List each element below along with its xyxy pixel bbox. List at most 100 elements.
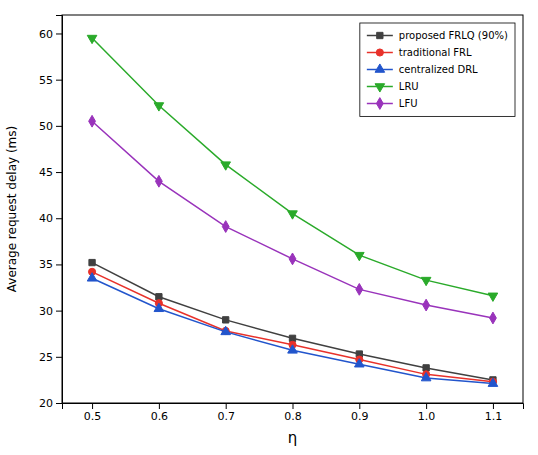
- tick-mark: [426, 403, 427, 409]
- tick: 25: [39, 351, 62, 364]
- marker: [222, 221, 229, 233]
- tick-label: 30: [39, 305, 53, 318]
- legend-label: LFU: [399, 98, 418, 109]
- tick-mark: [56, 357, 62, 358]
- tick-mark: [56, 311, 62, 312]
- tick-label: 0.7: [217, 410, 235, 423]
- plot: 0.50.60.70.80.91.01.1202530354045505560p…: [39, 15, 524, 423]
- marker: [155, 175, 162, 187]
- y-axis: 202530354045505560: [39, 16, 63, 411]
- marker: [288, 211, 298, 219]
- legend-label: centralized DRL: [399, 64, 478, 75]
- series: [88, 268, 496, 385]
- marker: [355, 252, 365, 260]
- marker: [288, 345, 298, 353]
- tick-label: 20: [39, 397, 53, 410]
- x-axis-title: η: [288, 429, 298, 447]
- tick-mark: [159, 403, 160, 409]
- legend-item: traditional FRL: [367, 47, 472, 58]
- marker: [356, 283, 363, 295]
- marker: [289, 335, 295, 341]
- tick: 0.8: [284, 403, 302, 423]
- tick-mark: [56, 218, 62, 219]
- marker: [154, 303, 164, 311]
- tick: 60: [39, 27, 62, 40]
- tick-label: 0.6: [151, 410, 169, 423]
- tick-mark: [493, 403, 494, 409]
- tick-mark: [56, 33, 62, 34]
- tick-label: 60: [39, 27, 53, 40]
- series: [87, 273, 497, 387]
- tick: 20: [39, 397, 62, 410]
- tick-label: 40: [39, 212, 53, 225]
- tick-label: 1.0: [418, 410, 436, 423]
- tick-label: 35: [39, 258, 53, 271]
- marker: [355, 359, 365, 367]
- tick-label: 1.1: [485, 410, 503, 423]
- line: [92, 121, 493, 318]
- tick-label: 0.8: [284, 410, 302, 423]
- legend-label: proposed FRLQ (90%): [399, 30, 508, 41]
- legend-box: [360, 23, 515, 116]
- tick-mark: [56, 403, 62, 404]
- tick: 0.9: [351, 403, 369, 423]
- legend-item: centralized DRL: [367, 64, 478, 75]
- line: [92, 278, 493, 383]
- legend-label: traditional FRL: [399, 47, 472, 58]
- tick-label: 25: [39, 351, 53, 364]
- legend-marker: [375, 64, 385, 72]
- marker: [221, 162, 231, 170]
- legend-marker: [375, 84, 385, 92]
- marker: [89, 115, 96, 127]
- tick-mark: [56, 80, 62, 81]
- tick-label: 50: [39, 120, 53, 133]
- marker: [289, 253, 296, 265]
- marker: [421, 373, 431, 381]
- legend: proposed FRLQ (90%) traditional FRL centra…: [360, 23, 515, 116]
- legend-marker: [376, 98, 383, 110]
- tick: 1.0: [418, 403, 436, 423]
- marker: [87, 273, 97, 281]
- marker: [154, 103, 164, 111]
- marker: [488, 378, 498, 386]
- tick-mark: [92, 403, 93, 409]
- tick: 0.7: [217, 403, 235, 423]
- marker: [221, 326, 231, 334]
- tick: 30: [39, 305, 62, 318]
- tick: 45: [39, 166, 62, 179]
- marker: [423, 299, 430, 311]
- tick-mark: [359, 403, 360, 409]
- legend-item: LRU: [367, 81, 419, 92]
- tick-mark: [293, 403, 294, 409]
- legend-item: proposed FRLQ (90%): [367, 30, 508, 41]
- tick-mark: [226, 403, 227, 409]
- marker: [223, 317, 229, 323]
- line: [92, 272, 493, 382]
- tick: 0.6: [151, 403, 169, 423]
- tick: 40: [39, 212, 62, 225]
- marker: [421, 277, 431, 285]
- line: [92, 263, 493, 380]
- tick-label: 0.5: [84, 410, 102, 423]
- marker: [423, 365, 429, 371]
- marker: [156, 294, 162, 300]
- tick-label: 0.9: [351, 410, 369, 423]
- tick: 50: [39, 120, 62, 133]
- legend-marker: [377, 32, 383, 38]
- tick-mark: [56, 126, 62, 127]
- marker: [89, 259, 95, 265]
- chart: 0.50.60.70.80.91.01.1202530354045505560p…: [0, 0, 538, 455]
- plot-frame: [62, 15, 523, 403]
- tick-label: 45: [39, 166, 53, 179]
- tick-mark: [56, 264, 62, 265]
- series: [89, 259, 496, 383]
- marker: [490, 312, 497, 324]
- axis-line: [63, 404, 524, 410]
- legend-marker: [376, 49, 383, 56]
- tick: 0.5: [84, 403, 102, 423]
- axis-line: [56, 16, 63, 404]
- marker: [488, 293, 498, 301]
- legend-item: LFU: [367, 98, 418, 110]
- series: [89, 115, 497, 324]
- x-axis: 0.5 0.6 0.7 0.8 0.9 1.0 1.1: [63, 403, 524, 423]
